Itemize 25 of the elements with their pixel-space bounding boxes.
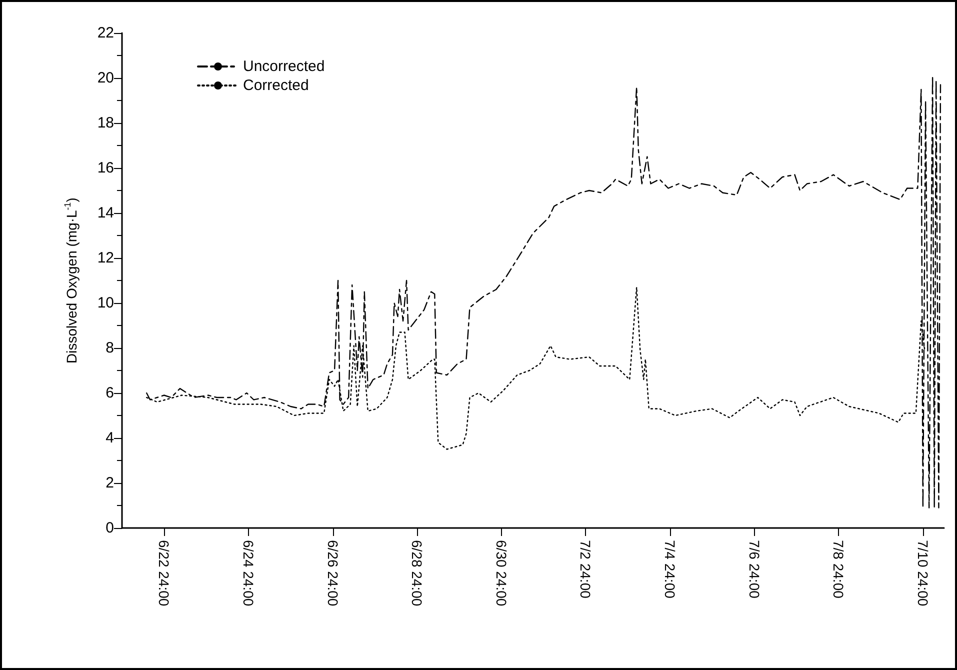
y-tick-label: 0 bbox=[106, 520, 114, 536]
legend-label: Uncorrected bbox=[243, 58, 325, 75]
x-tick-label: 6/24 24:00 bbox=[240, 540, 256, 606]
y-tick-label: 8 bbox=[106, 340, 114, 356]
y-axis-title: Dissolved Oxygen (mg·L-1) bbox=[62, 198, 80, 364]
x-tick-label: 7/2 24:00 bbox=[578, 540, 594, 599]
y-tick-label: 2 bbox=[106, 474, 114, 492]
x-tick-label: 7/4 24:00 bbox=[662, 540, 678, 599]
y-tick-label: 4 bbox=[106, 430, 114, 446]
y-tick-label: 14 bbox=[97, 204, 114, 222]
x-tick-label: 7/10 24:00 bbox=[914, 540, 931, 606]
x-tick-label: 6/22 24:00 bbox=[156, 540, 172, 606]
x-tick-label: 6/26 24:00 bbox=[324, 540, 341, 606]
x-tick-label: 6/28 24:00 bbox=[409, 540, 426, 606]
y-tick-label: 12 bbox=[97, 250, 114, 266]
y-tick-label: 16 bbox=[97, 160, 114, 176]
x-tick-label: 7/8 24:00 bbox=[830, 540, 847, 599]
y-tick-label: 10 bbox=[97, 294, 114, 312]
y-tick-label: 18 bbox=[97, 114, 114, 132]
y-tick-label: 6 bbox=[106, 384, 114, 402]
y-tick-label: 22 bbox=[97, 24, 114, 42]
x-tick-label: 6/30 24:00 bbox=[493, 540, 510, 606]
y-tick-label: 20 bbox=[97, 70, 114, 86]
x-tick-label: 7/6 24:00 bbox=[746, 540, 762, 599]
legend-label: Corrected bbox=[243, 77, 309, 94]
